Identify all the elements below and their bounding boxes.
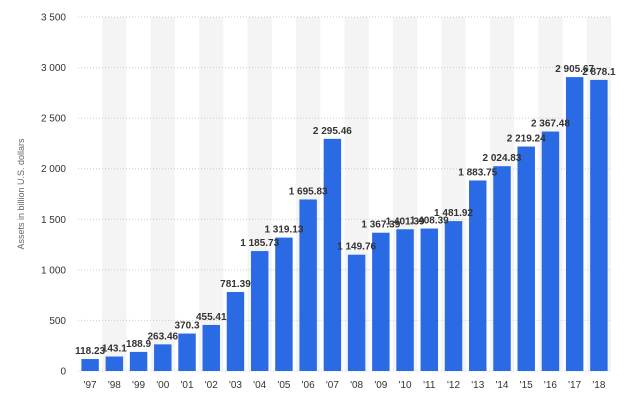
bar [250,251,269,371]
data-label: 370.3 [175,321,200,332]
data-label: 143.1 [102,344,127,355]
x-tick-label: '05 [277,380,290,391]
x-tick-label: '10 [399,380,412,391]
bar [541,131,560,371]
bar [275,237,293,371]
data-label: 2 219.24 [507,134,546,145]
x-tick-label: '11 [423,380,436,391]
data-label: 263.46 [147,331,178,342]
x-tick-label: '03 [229,380,242,391]
data-label: 2 878.1 [582,67,616,78]
y-tick-label: 3 000 [41,63,66,74]
y-tick-label: 3 500 [41,13,66,24]
y-tick-label: 2 000 [41,164,66,175]
data-label: 1 185.73 [240,238,279,249]
y-axis-ticks: 0 500 1 000 1 500 2 000 2 500 3 000 3 500 [41,13,66,378]
bar [299,199,317,371]
x-tick-label: '13 [471,380,484,391]
data-label: 2 024.83 [483,153,522,164]
bar [444,221,463,371]
data-label: 1 367.39 [361,220,400,231]
x-tick-label: '15 [520,380,533,391]
x-tick-label: '04 [253,380,266,391]
bar [129,351,148,371]
x-tick-label: '07 [326,380,339,391]
x-tick-label: '16 [544,380,557,391]
data-label: 1 401.39 [386,216,425,227]
bar [81,359,99,371]
bar [202,324,220,371]
x-tick-label: '14 [495,380,508,391]
bar [396,229,414,371]
data-label: 1 408.39 [410,216,449,227]
bar [565,77,584,371]
bar [323,138,342,371]
bar [493,166,511,371]
bar [469,180,487,371]
x-tick-label: '00 [156,380,169,391]
bar [178,333,196,371]
y-tick-label: 1 000 [41,265,66,276]
data-label: 1 149.76 [337,242,376,253]
x-tick-label: '12 [447,380,460,391]
data-label: 1 695.83 [289,186,328,197]
bar [590,79,608,371]
data-label: 455.41 [196,312,227,323]
data-label: 1 883.75 [458,167,497,178]
x-tick-label: '98 [108,380,121,391]
x-tick-label: '97 [84,380,97,391]
bar [226,291,245,371]
x-tick-label: '17 [568,380,581,391]
bar [372,232,390,371]
x-tick-label: '01 [180,380,193,391]
bar [347,254,366,371]
x-tick-label: '02 [205,380,218,391]
bar [517,146,535,371]
bar [105,356,124,371]
data-label: 1 481.92 [434,208,473,219]
bars [81,77,608,371]
bar [154,344,172,371]
y-tick-label: 2 500 [41,114,66,125]
bar [420,228,439,371]
data-label: 2 295.46 [313,126,352,137]
background-band [102,17,127,371]
x-tick-label: '08 [350,380,363,391]
background-band [150,17,175,371]
y-tick-label: 0 [60,367,66,378]
data-label: 1 319.13 [264,225,303,236]
x-tick-label: '09 [374,380,387,391]
y-tick-label: 500 [49,316,66,327]
y-tick-label: 1 500 [41,215,66,226]
x-axis-ticks: '97 '98 '99 '00 '01 '02 '03 '04 '05 '06 '07 '08 '09 '… [84,380,606,391]
y-axis-title: Assets in billion U.S. dollars [16,138,26,250]
data-label: 118.23 [75,346,105,357]
x-tick-label: '99 [132,380,145,391]
data-label: 188.9 [126,339,151,350]
data-label: 2 367.48 [531,119,570,130]
x-tick-label: '06 [302,380,315,391]
background-band [199,17,224,371]
data-label: 2 905.67 [555,64,594,75]
data-label: 781.39 [220,279,251,290]
x-tick-label: '18 [592,380,605,391]
